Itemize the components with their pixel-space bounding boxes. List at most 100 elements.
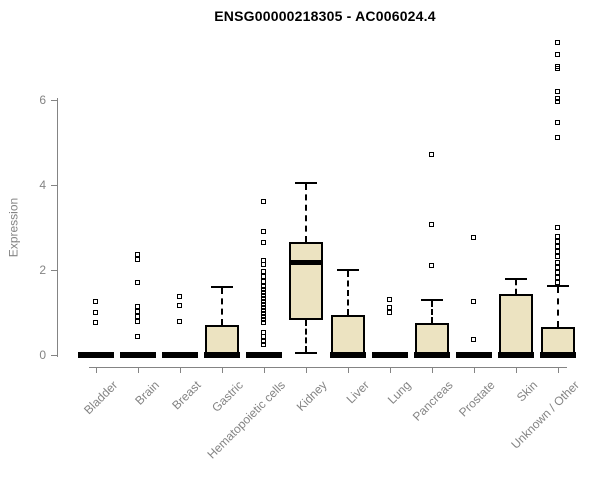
x-tick-label: Brain: [132, 378, 162, 408]
outlier-point: [555, 51, 560, 57]
whisker-cap: [421, 298, 443, 301]
median-line: [246, 352, 282, 358]
median-line: [414, 352, 450, 358]
whisker-cap: [547, 285, 569, 288]
outlier-point: [555, 224, 560, 230]
y-tick-label: 2: [39, 263, 46, 277]
whisker-cap: [211, 286, 233, 288]
x-tick: [390, 367, 391, 373]
box: [289, 242, 323, 321]
median-line: [456, 352, 492, 358]
outlier-point: [261, 287, 266, 293]
x-tick-label: Hematopoietic cells: [204, 378, 288, 462]
x-tick: [306, 367, 307, 373]
outlier-point: [429, 222, 434, 228]
outlier-point: [387, 305, 392, 311]
outlier-point: [261, 293, 266, 299]
outlier-point: [93, 319, 98, 325]
outlier-point: [177, 303, 182, 309]
median-line: [540, 352, 576, 358]
outlier-point: [135, 256, 140, 262]
x-tick: [516, 367, 517, 373]
median-line: [204, 352, 240, 358]
outlier-point: [261, 334, 266, 340]
outlier-point: [261, 296, 266, 302]
outlier-point: [261, 308, 266, 314]
outlier-point: [261, 290, 266, 296]
whisker: [515, 280, 517, 295]
whisker-cap: [295, 181, 317, 184]
outlier-point: [555, 238, 560, 244]
outlier-point: [261, 302, 266, 308]
x-tick-label: Skin: [513, 378, 540, 405]
y-tick: [51, 355, 57, 356]
outlier-point: [93, 298, 98, 304]
outlier-point: [261, 228, 266, 234]
outlier-point: [261, 319, 266, 325]
outlier-point: [555, 40, 560, 46]
outlier-point: [555, 119, 560, 125]
median-line: [330, 352, 366, 358]
outlier-point: [555, 249, 560, 255]
outlier-point: [261, 314, 266, 320]
x-tick: [138, 367, 139, 373]
whisker: [557, 287, 559, 328]
x-tick: [180, 367, 181, 373]
whisker: [431, 300, 433, 323]
outlier-point: [555, 259, 560, 265]
outlier-point: [387, 296, 392, 302]
outlier-point: [135, 309, 140, 315]
box: [541, 327, 575, 355]
outlier-point: [261, 273, 266, 279]
outlier-point: [261, 268, 266, 274]
outlier-point: [261, 305, 266, 311]
outlier-point: [135, 314, 140, 320]
x-tick: [264, 367, 265, 373]
whisker-cap: [337, 269, 359, 271]
x-tick: [558, 367, 559, 373]
outlier-point: [135, 334, 140, 340]
box: [331, 314, 365, 355]
y-tick: [51, 100, 57, 101]
outlier-point: [135, 303, 140, 309]
y-tick: [51, 270, 57, 271]
outlier-point: [135, 252, 140, 258]
whisker-cap: [295, 351, 317, 354]
outlier-point: [261, 239, 266, 245]
x-tick: [432, 367, 433, 373]
outlier-point: [555, 134, 560, 140]
outlier-point: [261, 341, 266, 347]
outlier-point: [429, 152, 434, 158]
outlier-point: [555, 63, 560, 69]
y-axis-label: Expression: [6, 197, 21, 258]
box: [205, 325, 239, 355]
outlier-point: [555, 275, 560, 281]
outlier-point: [261, 299, 266, 305]
x-tick-label: Bladder: [80, 378, 120, 418]
median-line: [289, 259, 323, 265]
whisker: [347, 271, 349, 315]
outlier-point: [471, 298, 476, 304]
outlier-point: [555, 269, 560, 275]
x-tick: [222, 367, 223, 373]
x-axis-line: [89, 367, 567, 368]
y-axis-line: [57, 98, 58, 357]
outlier-point: [261, 311, 266, 317]
outlier-point: [555, 264, 560, 270]
outlier-point: [471, 337, 476, 343]
outlier-point: [93, 309, 98, 315]
median-line: [498, 352, 534, 358]
x-tick-label: Breast: [169, 378, 204, 413]
outlier-point: [555, 96, 560, 102]
outlier-point: [555, 279, 560, 285]
y-tick-label: 0: [39, 348, 46, 362]
outlier-point: [429, 262, 434, 268]
outlier-point: [177, 293, 182, 299]
outlier-point: [261, 284, 266, 289]
whisker: [305, 320, 307, 352]
box: [415, 322, 449, 355]
whisker: [305, 183, 307, 243]
outlier-point: [177, 318, 182, 324]
y-tick: [51, 185, 57, 186]
outlier-point: [387, 309, 392, 315]
